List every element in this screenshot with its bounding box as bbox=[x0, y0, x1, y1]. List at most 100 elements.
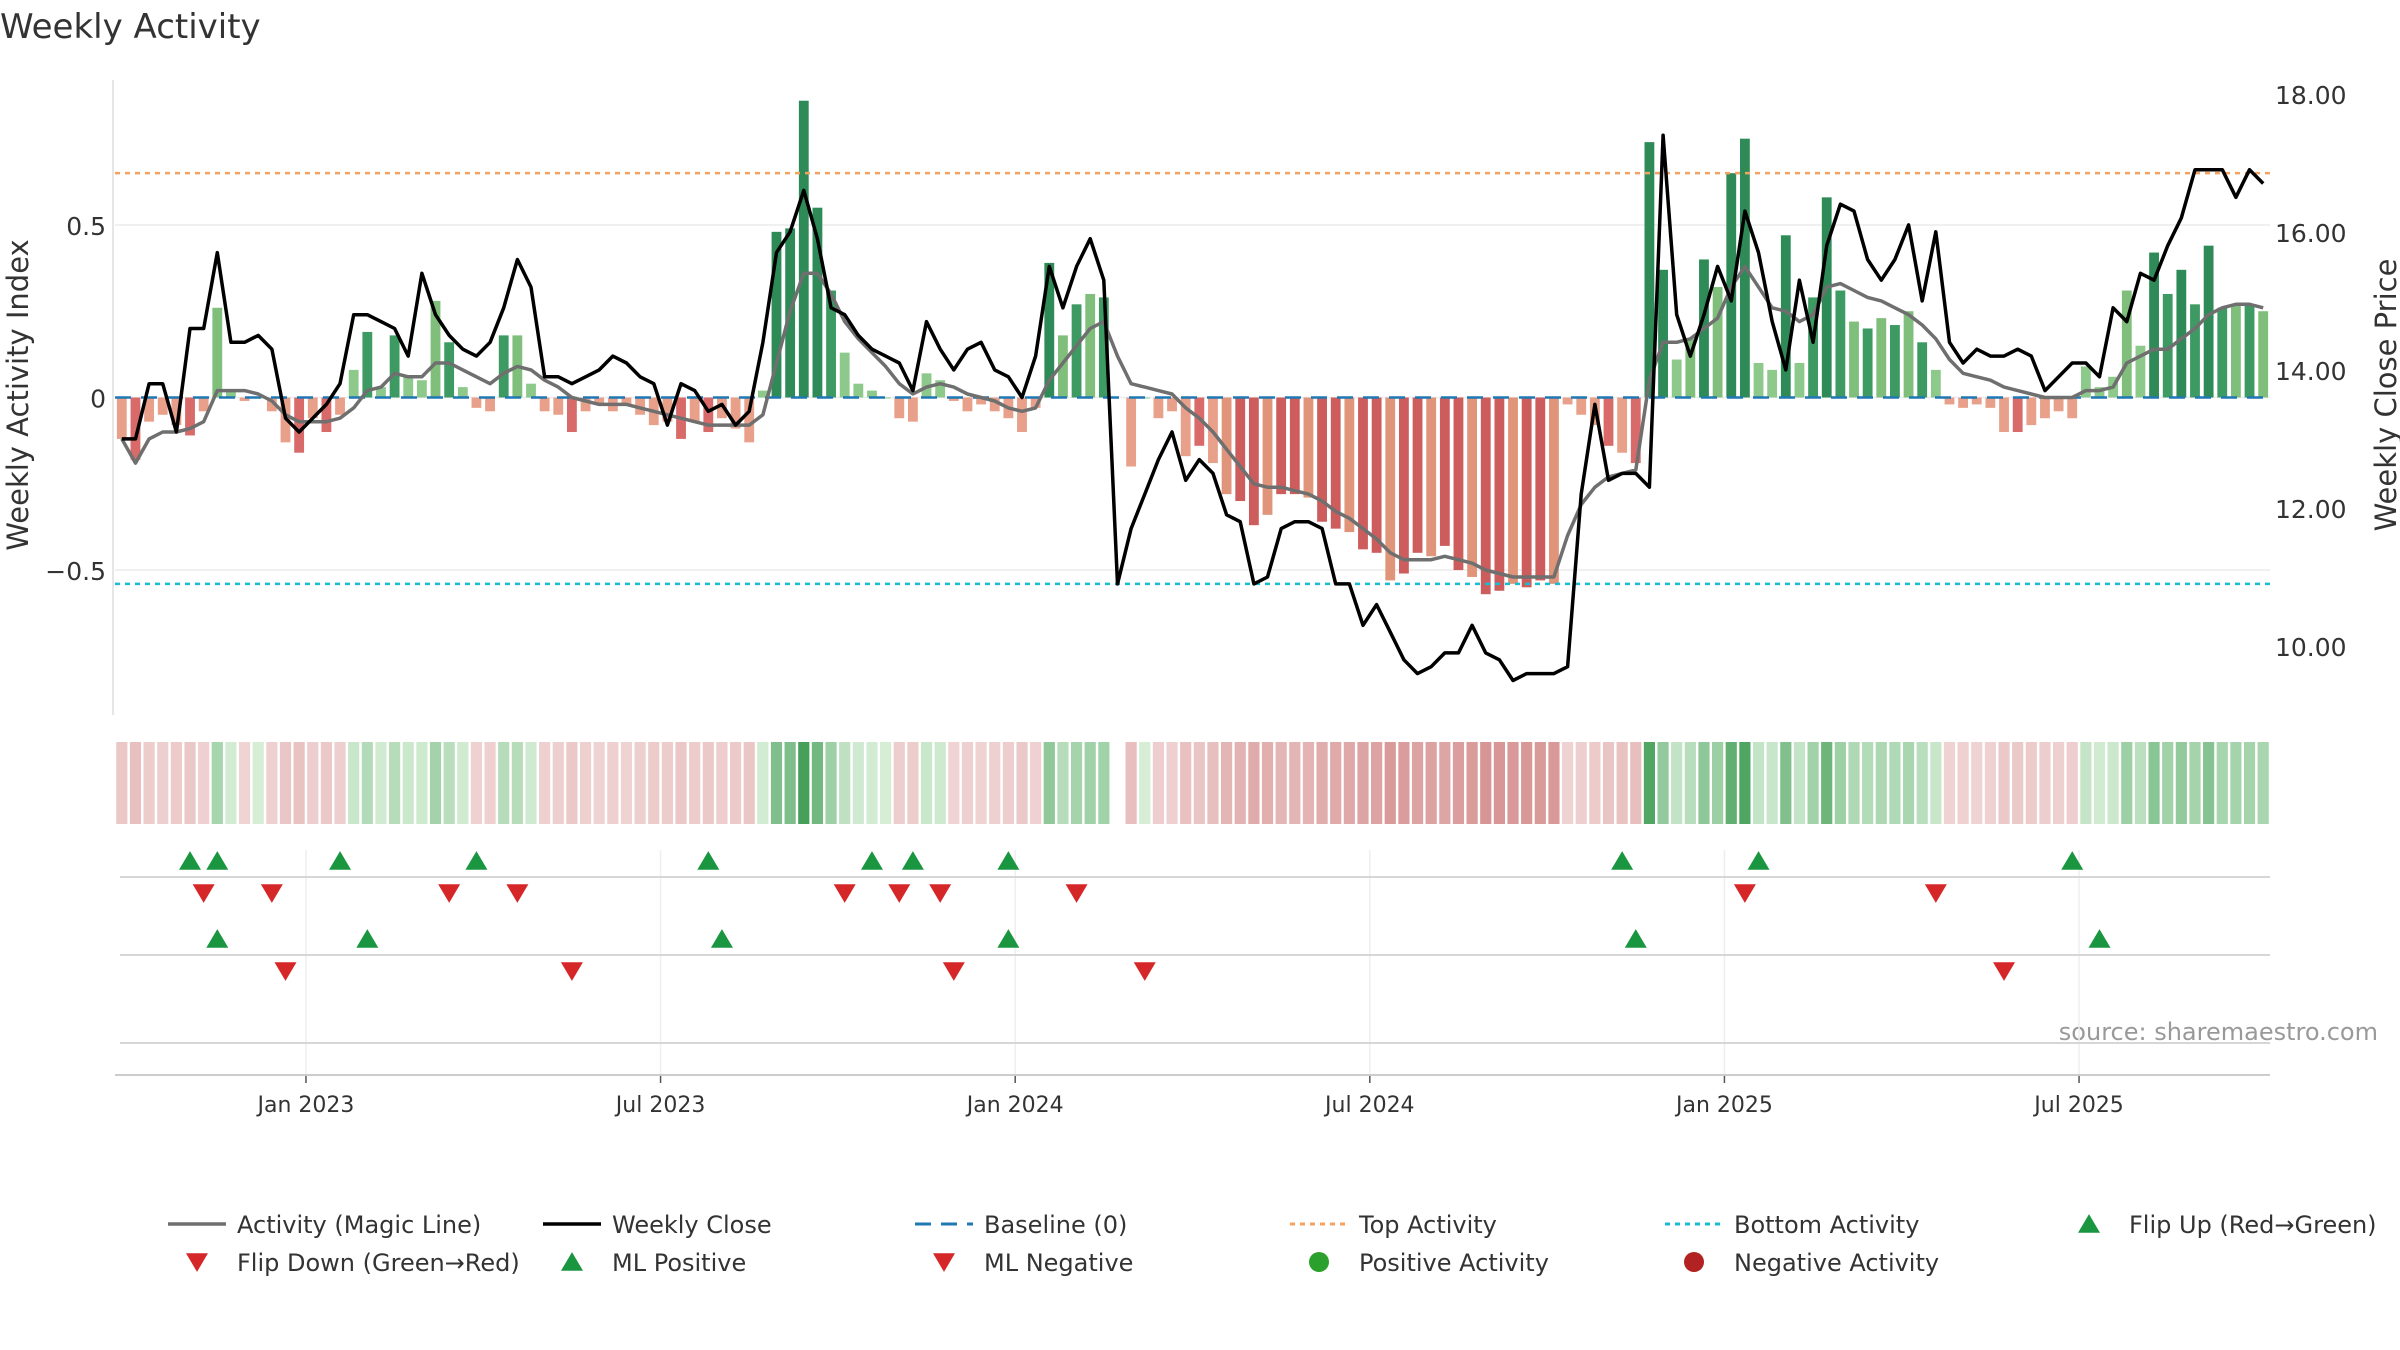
activity-bar bbox=[703, 397, 714, 433]
activity-bar bbox=[1085, 293, 1096, 398]
activity-bar bbox=[1603, 397, 1614, 446]
activity-bar bbox=[471, 397, 482, 408]
activity-bar bbox=[1780, 235, 1791, 398]
activity-bar bbox=[2067, 397, 2078, 419]
heat-strip-cell bbox=[1684, 742, 1696, 824]
flip-down-marker bbox=[1065, 884, 1088, 903]
heat-strip-cell bbox=[2203, 742, 2215, 824]
x-tick-label: Jul 2024 bbox=[1323, 1093, 1415, 1118]
heat-strip-cell bbox=[948, 742, 960, 824]
legend-swatch-triangle-down bbox=[933, 1253, 955, 1272]
heat-strip-cell bbox=[566, 742, 578, 824]
heat-strip-cell bbox=[2039, 742, 2051, 824]
y-axis-label-right: Weekly Close Price bbox=[2369, 259, 2400, 532]
heat-strip-cell bbox=[2148, 742, 2160, 824]
activity-bar bbox=[1058, 335, 1068, 398]
heat-strip-cell bbox=[1357, 742, 1369, 824]
activity-bar bbox=[1398, 397, 1409, 574]
flip-down-marker bbox=[1924, 884, 1947, 903]
heat-strip-cell bbox=[1261, 742, 1274, 824]
activity-bar bbox=[621, 397, 632, 405]
chart-title: Weekly Activity bbox=[0, 7, 261, 47]
heat-strip-cell bbox=[716, 742, 728, 824]
activity-bar bbox=[1494, 397, 1505, 591]
heat-strip-cell bbox=[525, 742, 537, 824]
heat-strip-cell bbox=[1166, 742, 1178, 824]
heat-strip-cell bbox=[2134, 742, 2147, 824]
activity-bar bbox=[1303, 397, 1314, 498]
activity-bar bbox=[2026, 397, 2037, 426]
heat-strip-cell bbox=[1057, 742, 1069, 824]
activity-bar bbox=[1562, 397, 1573, 405]
heat-strip-cell bbox=[2066, 742, 2078, 824]
heat-strip-cell bbox=[2257, 742, 2269, 824]
activity-bar bbox=[294, 397, 305, 453]
activity-bar bbox=[1480, 397, 1491, 595]
flip-down-marker bbox=[833, 884, 856, 903]
activity-bar bbox=[757, 390, 768, 398]
activity-bar bbox=[1753, 362, 1764, 398]
activity-bar bbox=[989, 397, 1000, 412]
heat-strip-cell bbox=[1070, 742, 1083, 824]
activity-bar bbox=[116, 397, 127, 439]
heat-strip-cell bbox=[1862, 742, 1874, 824]
flip-up-marker bbox=[997, 851, 1020, 870]
activity-bar bbox=[744, 397, 755, 443]
activity-bar bbox=[498, 335, 509, 398]
heat-strip-cell bbox=[839, 742, 851, 824]
activity-bar bbox=[403, 376, 414, 398]
right-tick-label: 10.00 bbox=[2275, 633, 2347, 662]
heat-strip-cell bbox=[211, 742, 223, 824]
activity-bar bbox=[1467, 397, 1478, 577]
activity-bar bbox=[1903, 311, 1914, 398]
source-credit: source: sharemaestro.com bbox=[2059, 1018, 2378, 1046]
flip-up-marker bbox=[2061, 851, 2084, 870]
activity-bar bbox=[894, 397, 905, 419]
heat-strip-cell bbox=[1275, 742, 1287, 824]
legend-label: Positive Activity bbox=[1359, 1249, 1549, 1277]
activity-bar bbox=[2203, 245, 2214, 398]
legend-label: Flip Up (Red→Green) bbox=[2129, 1211, 2377, 1239]
heat-strip-cell bbox=[1466, 742, 1478, 824]
activity-bar bbox=[321, 397, 332, 433]
heat-strip-cell bbox=[2080, 742, 2092, 824]
heat-strip-cell bbox=[1452, 742, 1465, 824]
legend-label: Flip Down (Green→Red) bbox=[237, 1249, 520, 1277]
activity-bar bbox=[1030, 397, 1041, 408]
activity-bar bbox=[717, 397, 727, 419]
activity-bar bbox=[1712, 287, 1723, 398]
activity-bar bbox=[1535, 397, 1546, 581]
activity-bar bbox=[1289, 397, 1300, 495]
activity-bar bbox=[1153, 397, 1164, 419]
heat-strip-cell bbox=[1289, 742, 1301, 824]
activity-bar bbox=[880, 397, 891, 399]
flip-up-marker bbox=[860, 851, 883, 870]
heat-strip-cell bbox=[225, 742, 237, 824]
activity-bar bbox=[580, 397, 591, 412]
activity-bar bbox=[1985, 397, 1996, 408]
flip-up-marker bbox=[1611, 851, 1634, 870]
activity-bar bbox=[2258, 311, 2269, 398]
activity-bar bbox=[1849, 321, 1859, 398]
heat-strip-cell bbox=[1943, 742, 1956, 824]
heat-strip-cell bbox=[1207, 742, 1219, 824]
activity-bar bbox=[1890, 325, 1900, 398]
flip-down-marker bbox=[192, 884, 215, 903]
y-axis-label-left: Weekly Activity Index bbox=[1, 239, 35, 550]
activity-bar bbox=[1617, 397, 1628, 453]
heat-strip-cell bbox=[1712, 742, 1724, 824]
heat-strip-cell bbox=[1930, 742, 1942, 824]
heat-strip-cell bbox=[825, 742, 837, 824]
legend-label: Top Activity bbox=[1358, 1211, 1497, 1239]
legend: Activity (Magic Line) Weekly Close Baselin… bbox=[168, 1211, 2377, 1277]
heat-strip-cell bbox=[798, 742, 810, 824]
flip-up-marker bbox=[179, 851, 202, 870]
heat-strip-cell bbox=[1221, 742, 1233, 824]
heat-strip-cell bbox=[757, 742, 769, 824]
heat-strip-cell bbox=[729, 742, 742, 824]
ml-negative-marker bbox=[560, 962, 583, 981]
signal-rows bbox=[120, 850, 2270, 1075]
heat-strip-cell bbox=[1411, 742, 1424, 824]
heat-strip-cell bbox=[2025, 742, 2037, 824]
ml-positive-marker bbox=[206, 929, 229, 948]
